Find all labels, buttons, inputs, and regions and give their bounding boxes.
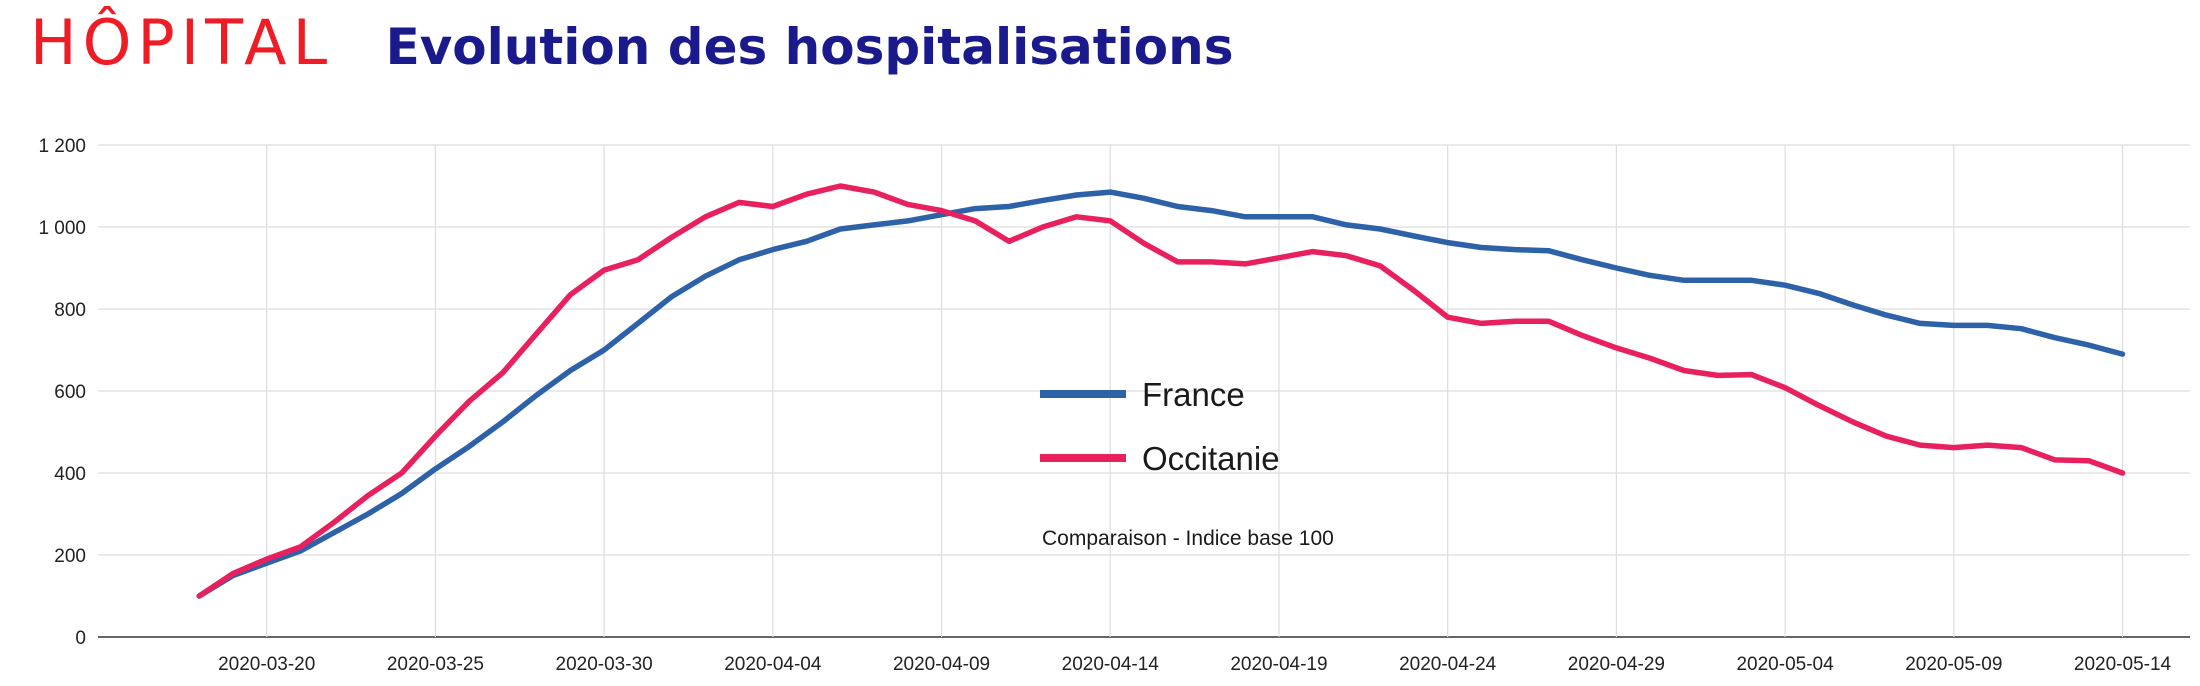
x-tick-label: 2020-04-14 [1062, 654, 1160, 675]
y-tick-label: 400 [54, 464, 86, 485]
header: HÔPITAL Evolution des hospitalisations [30, 6, 1233, 86]
y-tick-label: 800 [54, 300, 86, 321]
chart-annotation: Comparaison - Indice base 100 [1042, 527, 1334, 550]
x-tick-label: 2020-05-14 [2074, 654, 2172, 675]
series-line-france [196, 189, 2126, 599]
y-tick-label: 1 200 [38, 136, 86, 157]
y-axis: 0 200 400 600 800 1 000 1 200 [38, 136, 86, 649]
x-tick-label: 2020-04-09 [893, 654, 990, 675]
x-tick-label: 2020-05-09 [1905, 654, 2002, 675]
x-tick-label: 2020-05-04 [1736, 654, 1834, 675]
y-tick-label: 200 [54, 546, 86, 567]
legend: France Occitanie [1040, 376, 1280, 477]
grid [98, 144, 2190, 638]
x-tick-label: 2020-04-19 [1230, 654, 1327, 675]
y-tick-label: 1 000 [38, 218, 86, 239]
x-tick-label: 2020-03-25 [387, 654, 484, 675]
legend-label-france: France [1142, 376, 1245, 413]
x-tick-label: 2020-04-29 [1568, 654, 1665, 675]
series-line-occitanie [196, 183, 2126, 599]
x-tick-label: 2020-04-24 [1399, 654, 1497, 675]
x-tick-label: 2020-04-04 [724, 654, 822, 675]
series-lines [196, 183, 2126, 599]
y-tick-label: 600 [54, 382, 86, 403]
x-axis: 2020-03-20 2020-03-25 2020-03-30 2020-04-04… [218, 654, 2171, 675]
chart-title: Evolution des hospitalisations [385, 18, 1234, 76]
x-tick-label: 2020-03-30 [556, 654, 653, 675]
y-tick-label: 0 [75, 628, 86, 649]
section-heading: HÔPITAL [30, 6, 334, 79]
legend-label-occitanie: Occitanie [1142, 440, 1280, 477]
x-tick-label: 2020-03-20 [218, 654, 315, 675]
